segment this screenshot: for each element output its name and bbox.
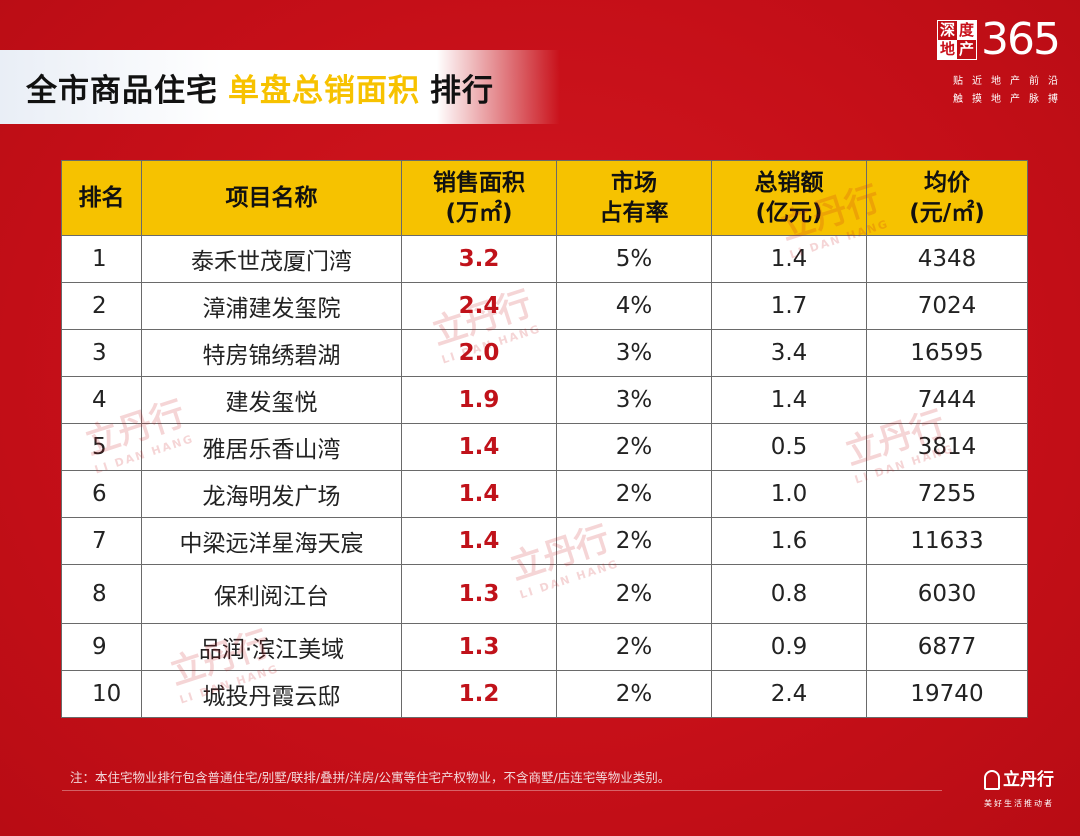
avg-price-cell: 6030 xyxy=(866,564,1028,624)
brand-logo: 立丹行 美好生活推动者 xyxy=(974,765,1064,825)
market-share-cell: 2% xyxy=(556,670,712,718)
brand-name: 立丹行 xyxy=(974,765,1064,790)
total-sales-cell: 0.8 xyxy=(711,564,867,624)
table-row: 1 泰禾世茂厦门湾 3.2 5% 1.4 4348 xyxy=(61,235,1028,283)
table-row: 3 特房锦绣碧湖 2.0 3% 3.4 16595 xyxy=(61,329,1028,377)
sales-area-cell: 1.3 xyxy=(401,564,557,624)
table-row: 2 漳浦建发玺院 2.4 4% 1.7 7024 xyxy=(61,282,1028,330)
logo-char: 产 xyxy=(958,40,974,58)
total-sales-cell: 1.7 xyxy=(711,282,867,330)
avg-price-cell: 16595 xyxy=(866,329,1028,377)
market-share-cell: 4% xyxy=(556,282,712,330)
logo-slogan-2: 触摸地产脉搏 xyxy=(953,94,1067,105)
title-banner: 全市商品住宅 单盘总销面积 排行 xyxy=(0,50,560,124)
market-share-cell: 5% xyxy=(556,235,712,283)
total-sales-cell: 1.4 xyxy=(711,235,867,283)
column-header: 销售面积 (万㎡) xyxy=(401,160,557,236)
table-row: 10 城投丹霞云邸 1.2 2% 2.4 19740 xyxy=(61,670,1028,718)
project-name-cell: 泰禾世茂厦门湾 xyxy=(141,235,402,283)
avg-price-cell: 11633 xyxy=(866,517,1028,565)
project-name-cell: 中梁远洋星海天宸 xyxy=(141,517,402,565)
avg-price-cell: 7444 xyxy=(866,376,1028,424)
rank-cell: 2 xyxy=(61,282,142,330)
ranking-table-wrap: 排名 项目名称 销售面积 (万㎡) 市场 占有率 总销额 (亿元) 均价 (元/㎡) 1 泰禾世茂厦… xyxy=(61,160,1028,718)
column-header: 总销额 (亿元) xyxy=(711,160,867,236)
logo-char: 地 xyxy=(938,40,957,59)
project-name-cell: 城投丹霞云邸 xyxy=(141,670,402,718)
column-header: 均价 (元/㎡) xyxy=(866,160,1028,236)
sales-area-cell: 2.4 xyxy=(401,282,557,330)
total-sales-cell: 1.6 xyxy=(711,517,867,565)
rank-cell: 7 xyxy=(61,517,142,565)
table-row: 5 雅居乐香山湾 1.4 2% 0.5 3814 xyxy=(61,423,1028,471)
project-name-cell: 品润·滨江美域 xyxy=(141,623,402,671)
avg-price-cell: 4348 xyxy=(866,235,1028,283)
market-share-cell: 3% xyxy=(556,329,712,377)
rank-cell: 4 xyxy=(61,376,142,424)
table-row: 6 龙海明发广场 1.4 2% 1.0 7255 xyxy=(61,470,1028,518)
market-share-cell: 2% xyxy=(556,564,712,624)
market-share-cell: 2% xyxy=(556,623,712,671)
sales-area-cell: 1.2 xyxy=(401,670,557,718)
sales-area-cell: 2.0 xyxy=(401,329,557,377)
ranking-table: 排名 项目名称 销售面积 (万㎡) 市场 占有率 总销额 (亿元) 均价 (元/㎡) 1 泰禾世茂厦… xyxy=(61,160,1028,718)
sales-area-cell: 3.2 xyxy=(401,235,557,283)
column-header: 市场 占有率 xyxy=(556,160,712,236)
brand-slogan: 美好生活推动者 xyxy=(984,799,1054,808)
market-share-cell: 2% xyxy=(556,423,712,471)
total-sales-cell: 1.0 xyxy=(711,470,867,518)
table-header-row: 排名 项目名称 销售面积 (万㎡) 市场 占有率 总销额 (亿元) 均价 (元/㎡) xyxy=(61,160,1028,236)
avg-price-cell: 7024 xyxy=(866,282,1028,330)
total-sales-cell: 0.9 xyxy=(711,623,867,671)
footnote: 注：本住宅物业排行包含普通住宅/别墅/联排/叠拼/洋房/公寓等住宅产权物业，不含… xyxy=(70,770,671,785)
footnote-divider xyxy=(62,790,942,791)
table-row: 9 品润·滨江美域 1.3 2% 0.9 6877 xyxy=(61,623,1028,671)
sales-area-cell: 1.3 xyxy=(401,623,557,671)
total-sales-cell: 3.4 xyxy=(711,329,867,377)
table-row: 4 建发玺悦 1.9 3% 1.4 7444 xyxy=(61,376,1028,424)
project-name-cell: 龙海明发广场 xyxy=(141,470,402,518)
total-sales-cell: 1.4 xyxy=(711,376,867,424)
rank-cell: 3 xyxy=(61,329,142,377)
title-part3: 排行 xyxy=(430,72,494,109)
logo-slogan-1: 贴近地产前沿 xyxy=(953,76,1067,87)
rank-cell: 1 xyxy=(61,235,142,283)
sales-area-cell: 1.4 xyxy=(401,470,557,518)
project-name-cell: 保利阅江台 xyxy=(141,564,402,624)
market-share-cell: 2% xyxy=(556,470,712,518)
rank-cell: 9 xyxy=(61,623,142,671)
title-part2: 单盘总销面积 xyxy=(228,72,420,109)
avg-price-cell: 6877 xyxy=(866,623,1028,671)
logo-box: 深 度 地 产 xyxy=(937,20,977,60)
avg-price-cell: 7255 xyxy=(866,470,1028,518)
project-name-cell: 雅居乐香山湾 xyxy=(141,423,402,471)
column-header: 项目名称 xyxy=(141,160,402,236)
rank-cell: 10 xyxy=(61,670,142,718)
market-share-cell: 2% xyxy=(556,517,712,565)
sales-area-cell: 1.4 xyxy=(401,517,557,565)
project-name-cell: 建发玺悦 xyxy=(141,376,402,424)
logo-number: 365 xyxy=(981,14,1061,65)
logo-char: 深 xyxy=(939,21,955,39)
title-part1: 全市商品住宅 xyxy=(26,72,218,109)
table-body: 1 泰禾世茂厦门湾 3.2 5% 1.4 4348 2 漳浦建发玺院 2.4 4% 1.7 7024 3… xyxy=(61,235,1028,718)
table-row: 8 保利阅江台 1.3 2% 0.8 6030 xyxy=(61,564,1028,624)
project-name-cell: 特房锦绣碧湖 xyxy=(141,329,402,377)
brand-mark-icon xyxy=(984,770,1000,790)
rank-cell: 5 xyxy=(61,423,142,471)
avg-price-cell: 3814 xyxy=(866,423,1028,471)
sales-area-cell: 1.9 xyxy=(401,376,557,424)
total-sales-cell: 2.4 xyxy=(711,670,867,718)
rank-cell: 8 xyxy=(61,564,142,624)
project-name-cell: 漳浦建发玺院 xyxy=(141,282,402,330)
logo-char: 度 xyxy=(957,21,976,40)
rank-cell: 6 xyxy=(61,470,142,518)
column-header: 排名 xyxy=(61,160,142,236)
sales-area-cell: 1.4 xyxy=(401,423,557,471)
market-share-cell: 3% xyxy=(556,376,712,424)
table-row: 7 中梁远洋星海天宸 1.4 2% 1.6 11633 xyxy=(61,517,1028,565)
avg-price-cell: 19740 xyxy=(866,670,1028,718)
logo-365: 深 度 地 产 365 贴近地产前沿 触摸地产脉搏 xyxy=(937,14,1067,110)
total-sales-cell: 0.5 xyxy=(711,423,867,471)
